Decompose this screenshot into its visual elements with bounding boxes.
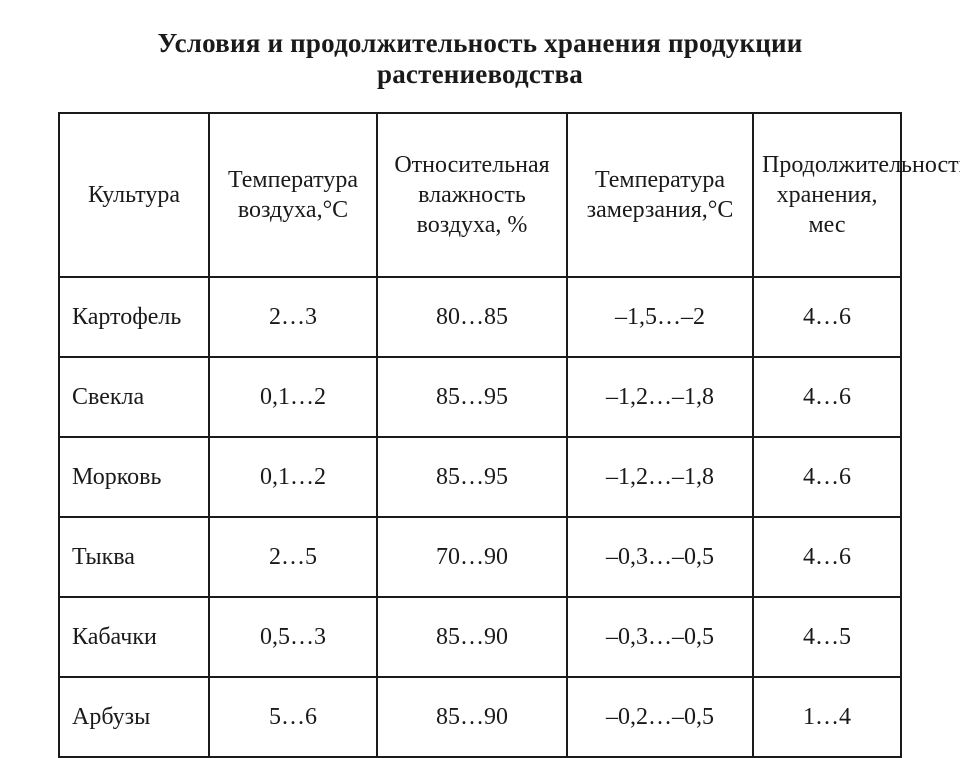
table-header-row: Культура Температура воздуха,°С Относите… [59,113,901,277]
col-header-humidity: Относительная влажность воздуха, % [377,113,567,277]
cell-crop: Тыква [59,517,209,597]
cell-crop: Картофель [59,277,209,357]
cell-crop: Кабачки [59,597,209,677]
cell-humidity: 85…95 [377,357,567,437]
col-header-air-temp: Температура воздуха,°С [209,113,377,277]
col-header-crop: Культура [59,113,209,277]
table-row: Свекла 0,1…2 85…95 –1,2…–1,8 4…6 [59,357,901,437]
cell-air-temp: 2…5 [209,517,377,597]
cell-freeze-temp: –1,5…–2 [567,277,753,357]
storage-table: Культура Температура воздуха,°С Относите… [58,112,902,758]
cell-humidity: 85…90 [377,597,567,677]
cell-freeze-temp: –0,3…–0,5 [567,597,753,677]
cell-duration: 4…6 [753,277,901,357]
cell-freeze-temp: –1,2…–1,8 [567,437,753,517]
cell-crop: Арбузы [59,677,209,757]
table-row: Картофель 2…3 80…85 –1,5…–2 4…6 [59,277,901,357]
cell-humidity: 80…85 [377,277,567,357]
cell-air-temp: 0,1…2 [209,437,377,517]
cell-humidity: 70…90 [377,517,567,597]
cell-crop: Свекла [59,357,209,437]
cell-air-temp: 5…6 [209,677,377,757]
cell-crop: Морковь [59,437,209,517]
table-title: Условия и продолжительность хранения про… [58,28,902,90]
cell-duration: 1…4 [753,677,901,757]
col-header-duration: Продолжительность хранения, мес [753,113,901,277]
cell-duration: 4…6 [753,357,901,437]
cell-freeze-temp: –0,2…–0,5 [567,677,753,757]
cell-air-temp: 0,5…3 [209,597,377,677]
col-header-freeze-temp: Температура замерзания,°С [567,113,753,277]
cell-duration: 4…5 [753,597,901,677]
cell-duration: 4…6 [753,437,901,517]
table-row: Кабачки 0,5…3 85…90 –0,3…–0,5 4…5 [59,597,901,677]
cell-air-temp: 0,1…2 [209,357,377,437]
cell-air-temp: 2…3 [209,277,377,357]
page: Условия и продолжительность хранения про… [0,0,960,720]
cell-freeze-temp: –0,3…–0,5 [567,517,753,597]
cell-duration: 4…6 [753,517,901,597]
cell-humidity: 85…90 [377,677,567,757]
table-row: Арбузы 5…6 85…90 –0,2…–0,5 1…4 [59,677,901,757]
table-row: Тыква 2…5 70…90 –0,3…–0,5 4…6 [59,517,901,597]
cell-humidity: 85…95 [377,437,567,517]
table-row: Морковь 0,1…2 85…95 –1,2…–1,8 4…6 [59,437,901,517]
cell-freeze-temp: –1,2…–1,8 [567,357,753,437]
